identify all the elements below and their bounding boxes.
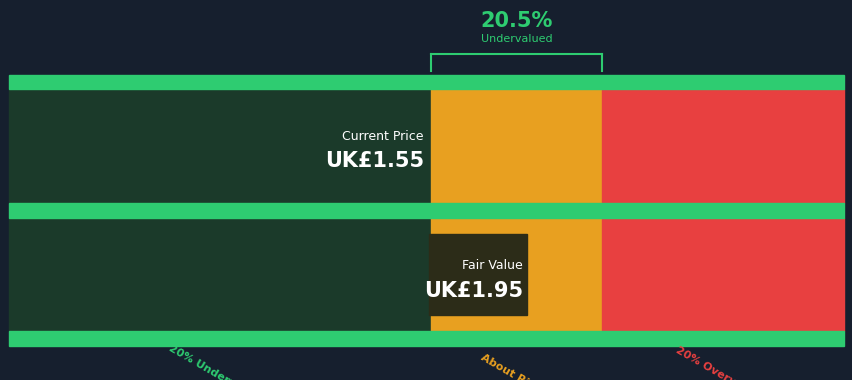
Text: 20% Undervalued: 20% Undervalued [167, 343, 267, 380]
Bar [429, 233, 527, 315]
Bar [602, 218, 843, 331]
Bar [602, 90, 843, 203]
Text: 20% Overvalued: 20% Overvalued [673, 345, 767, 380]
Bar [430, 90, 602, 203]
Bar [9, 74, 843, 90]
Bar [430, 218, 602, 331]
Text: UK£1.95: UK£1.95 [423, 282, 522, 301]
Text: About Right: About Right [479, 352, 548, 380]
Text: Undervalued: Undervalued [480, 34, 551, 44]
Text: Current Price: Current Price [342, 130, 423, 143]
Bar [9, 331, 843, 346]
Text: Fair Value: Fair Value [462, 260, 522, 272]
Bar [9, 90, 430, 203]
Bar [9, 218, 430, 331]
Text: 20.5%: 20.5% [480, 11, 552, 32]
Text: UK£1.55: UK£1.55 [325, 151, 423, 171]
Bar [9, 203, 843, 218]
